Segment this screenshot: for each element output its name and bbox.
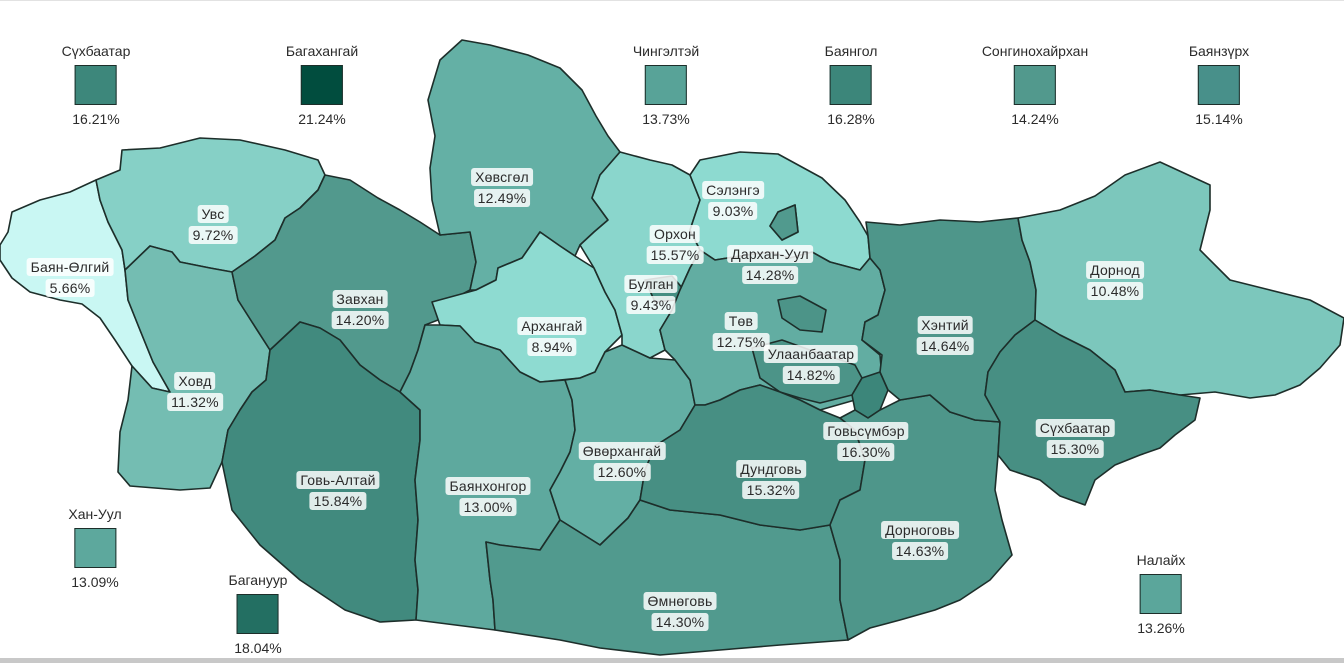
district-tile-chingeltei[interactable]: Чингэлтэй 13.73% <box>633 43 699 127</box>
district-value: 15.14% <box>1195 111 1243 127</box>
district-swatch[interactable] <box>300 65 343 105</box>
district-value: 14.24% <box>1011 111 1059 127</box>
province-dornogovi[interactable] <box>829 394 1013 641</box>
district-swatch[interactable] <box>1013 65 1056 105</box>
district-tile-baganuur[interactable]: Багануур 18.04% <box>229 572 288 656</box>
district-name: Багануур <box>228 572 288 588</box>
district-tile-bagakhangai[interactable]: Багахангай 21.24% <box>286 43 358 127</box>
district-value: 13.26% <box>1137 620 1185 636</box>
district-value: 21.24% <box>298 111 346 127</box>
district-swatch[interactable] <box>74 528 116 568</box>
district-value: 18.04% <box>234 640 282 656</box>
district-swatch[interactable] <box>645 65 687 105</box>
district-tile-nalaikh[interactable]: Налайх 13.26% <box>1137 552 1186 636</box>
district-swatch[interactable] <box>236 594 279 634</box>
district-swatch[interactable] <box>829 65 872 105</box>
district-name: Баянзүрх <box>1188 43 1250 59</box>
district-tile-songinokhairkhan[interactable]: Сонгинохайрхан 14.24% <box>982 43 1088 127</box>
district-name: Хан-Уул <box>68 506 122 522</box>
top-divider <box>0 0 1344 1</box>
district-tile-bayangol[interactable]: Баянгол 16.28% <box>825 43 878 127</box>
district-swatch[interactable] <box>1139 574 1182 614</box>
district-name: Сонгинохайрхан <box>981 43 1089 59</box>
district-swatch[interactable] <box>75 65 117 105</box>
district-swatch[interactable] <box>1198 65 1240 105</box>
district-name: Налайх <box>1136 552 1186 568</box>
district-value: 13.73% <box>642 111 690 127</box>
district-tile-sukhbaatar[interactable]: Сүхбаатар 16.21% <box>62 43 131 127</box>
district-value: 16.28% <box>827 111 875 127</box>
district-name: Багахангай <box>285 43 359 59</box>
district-name: Чингэлтэй <box>632 43 700 59</box>
district-tile-bayanzurkh[interactable]: Баянзүрх 15.14% <box>1189 43 1249 127</box>
province-sukhbaatar[interactable] <box>984 319 1201 506</box>
province-darkhan-uul[interactable] <box>769 204 799 241</box>
district-name: Баянгол <box>824 43 878 59</box>
window-bottom-edge <box>0 658 1344 663</box>
district-value: 13.09% <box>71 574 119 590</box>
district-tile-khan-uul[interactable]: Хан-Уул 13.09% <box>68 506 121 590</box>
district-value: 16.21% <box>72 111 120 127</box>
district-name: Сүхбаатар <box>61 43 131 59</box>
